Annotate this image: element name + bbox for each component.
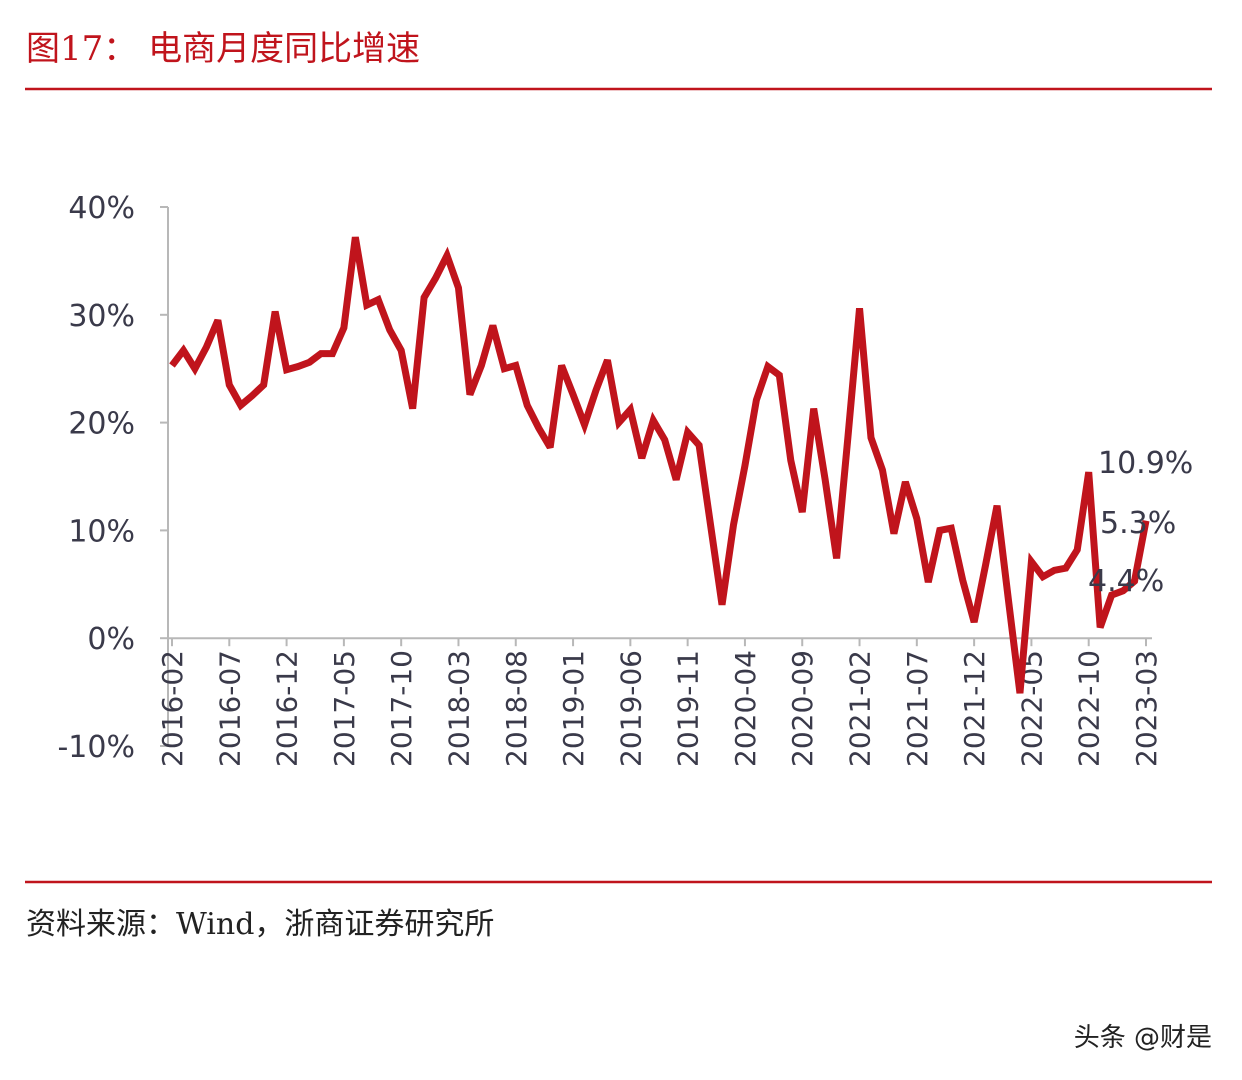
x-tick-label: 2021-02 — [844, 650, 877, 767]
x-tick-label: 2019-11 — [672, 650, 705, 767]
x-tick-label: 2019-01 — [557, 650, 590, 767]
y-tick-label: -10% — [57, 730, 135, 765]
y-tick-label: 30% — [68, 299, 135, 334]
y-tick-label: 0% — [87, 622, 135, 657]
line-series — [169, 236, 1150, 694]
x-tick-label: 2022-10 — [1073, 650, 1106, 767]
x-tick-label: 2019-06 — [614, 650, 647, 767]
x-tick-label: 2021-12 — [958, 650, 991, 767]
x-tick-label: 2020-09 — [786, 650, 819, 767]
x-tick-label: 2018-03 — [442, 650, 475, 767]
y-tick-label: 10% — [68, 514, 135, 549]
x-tick-label: 2017-10 — [385, 650, 418, 767]
x-tick-label: 2016-07 — [213, 650, 246, 767]
x-tick-label: 2020-04 — [729, 650, 762, 767]
x-tick-label: 2017-05 — [328, 650, 361, 767]
chart-title: 图17： 电商月度同比增速 — [26, 29, 420, 69]
source: 资料来源：Wind，浙商证券研究所 — [26, 907, 494, 942]
x-tick-label: 2021-07 — [901, 650, 934, 767]
x-tick-label: 2016-12 — [271, 650, 304, 767]
y-tick-label: 20% — [68, 407, 135, 442]
x-tick-label: 2016-02 — [156, 650, 189, 767]
x-tick-label: 2023-03 — [1130, 650, 1163, 767]
y-tick-label: 40% — [68, 191, 135, 226]
watermark: 头条 @财是 — [1074, 1023, 1212, 1053]
data-label: 10.9% — [1098, 446, 1193, 481]
x-tick-label: 2018-08 — [500, 650, 533, 767]
data-label: 4.4% — [1088, 564, 1164, 599]
data-label: 5.3% — [1100, 506, 1176, 541]
